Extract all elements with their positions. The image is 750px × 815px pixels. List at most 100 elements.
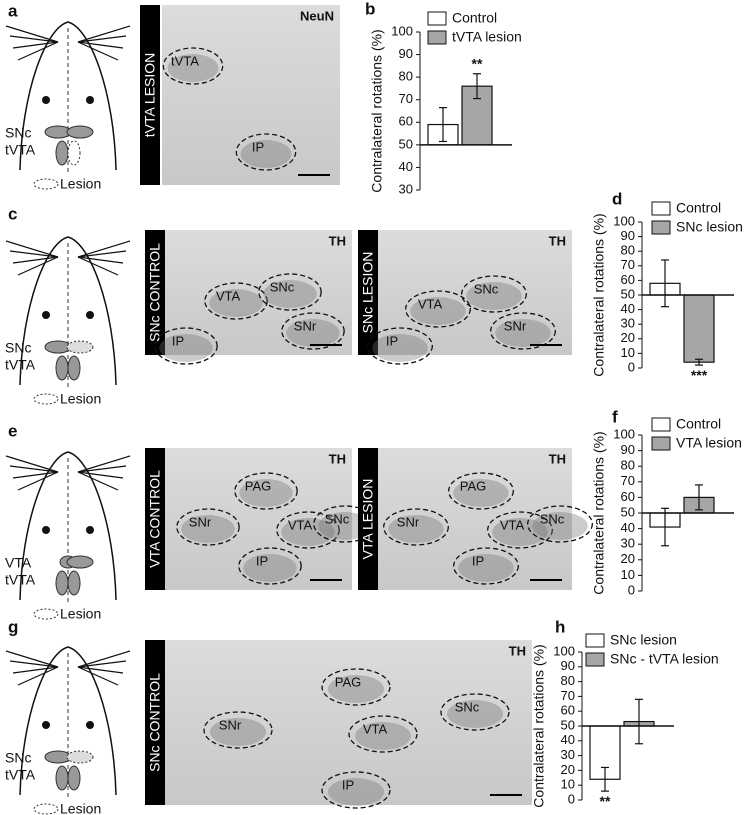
tissue-density bbox=[458, 554, 514, 582]
stain-label: NeuN bbox=[300, 8, 334, 23]
y-tick-label: 70 bbox=[561, 688, 575, 703]
y-tick-label: 90 bbox=[621, 442, 635, 457]
image-side-label: SNc CONTROL bbox=[147, 243, 163, 342]
region-label: IP bbox=[256, 553, 268, 568]
legend-swatch bbox=[651, 436, 671, 451]
region-outline bbox=[154, 327, 218, 365]
panel-letter: g bbox=[8, 617, 18, 636]
micrograph bbox=[165, 448, 352, 590]
region-outline bbox=[204, 282, 268, 320]
whisker bbox=[77, 455, 131, 473]
schematic-label: VTA bbox=[5, 555, 32, 571]
head-outline bbox=[19, 21, 117, 171]
y-tick-label: 90 bbox=[621, 228, 635, 243]
legend-swatch bbox=[427, 30, 447, 45]
region-outline bbox=[487, 511, 553, 549]
y-tick-label: 60 bbox=[621, 489, 635, 504]
schematic-label: SNc bbox=[5, 125, 31, 141]
tissue-density bbox=[532, 512, 588, 540]
region-shape bbox=[55, 355, 69, 381]
region-label: VTA bbox=[216, 288, 241, 303]
y-tick-label: 20 bbox=[561, 762, 575, 777]
region-outline bbox=[453, 547, 519, 585]
whisker bbox=[9, 660, 59, 668]
whisker bbox=[12, 666, 59, 674]
tissue-density bbox=[263, 280, 317, 308]
region-label: SNr bbox=[189, 514, 212, 529]
panel-letter: e bbox=[8, 421, 17, 440]
region-shape bbox=[55, 570, 69, 596]
region-shape bbox=[67, 355, 81, 381]
legend-label: SNc lesion bbox=[610, 632, 677, 648]
region-outline bbox=[321, 668, 391, 706]
whisker bbox=[77, 660, 127, 668]
tissue-density bbox=[453, 479, 509, 507]
schematic-label: SNc bbox=[5, 750, 31, 766]
whisker bbox=[77, 465, 127, 473]
tissue-density bbox=[167, 54, 219, 82]
y-tick-label: 100 bbox=[553, 643, 575, 658]
whisker bbox=[5, 240, 59, 258]
region-outline bbox=[234, 472, 298, 510]
y-axis-label: Contralateral rotations (%) bbox=[591, 213, 607, 376]
y-tick-label: 60 bbox=[399, 114, 413, 129]
schematic-label: tVTA bbox=[5, 142, 36, 158]
schematic-label: Lesion bbox=[60, 606, 101, 622]
tissue-density bbox=[355, 722, 411, 750]
y-tick-label: 80 bbox=[621, 458, 635, 473]
y-tick-label: 10 bbox=[621, 345, 635, 360]
tissue-density bbox=[243, 554, 297, 582]
legend-label: Control bbox=[452, 10, 497, 26]
eye bbox=[86, 311, 94, 319]
y-tick-label: 30 bbox=[621, 316, 635, 331]
whisker bbox=[77, 666, 124, 674]
image-side-label: VTA CONTROL bbox=[147, 470, 163, 568]
significance: ** bbox=[472, 55, 483, 71]
region-outline bbox=[383, 508, 449, 546]
panel-letter: c bbox=[8, 204, 17, 223]
region-outline bbox=[276, 511, 340, 549]
micrograph bbox=[378, 448, 572, 590]
tissue-density bbox=[210, 718, 266, 746]
y-tick-label: 0 bbox=[568, 791, 575, 806]
region-outline bbox=[258, 273, 322, 311]
legend-label: SNc - tVTA lesion bbox=[610, 651, 719, 667]
region-label: tVTA bbox=[171, 53, 199, 68]
eye bbox=[86, 96, 94, 104]
legend-swatch bbox=[651, 201, 671, 216]
head-outline bbox=[19, 451, 117, 601]
region-label: PAG bbox=[460, 478, 487, 493]
image-side-label: SNc CONTROL bbox=[147, 673, 163, 772]
legend-label: Control bbox=[676, 200, 721, 216]
y-tick-label: 50 bbox=[561, 717, 575, 732]
label-bar bbox=[145, 448, 165, 590]
y-axis-label: Contralateral rotations (%) bbox=[531, 644, 547, 807]
y-tick-label: 10 bbox=[621, 567, 635, 582]
whisker bbox=[77, 240, 131, 258]
whisker bbox=[9, 35, 59, 43]
schematic-label: SNc bbox=[5, 340, 31, 356]
tissue-density bbox=[209, 289, 263, 317]
tissue-density bbox=[239, 479, 293, 507]
region-label: IP bbox=[172, 333, 184, 348]
panel-letter: b bbox=[365, 0, 375, 18]
image-side-label: SNc LESION bbox=[360, 252, 376, 334]
whisker bbox=[5, 455, 59, 473]
schematic-label: Lesion bbox=[60, 801, 101, 815]
y-tick-label: 80 bbox=[621, 243, 635, 258]
region-shape bbox=[66, 750, 94, 764]
region-label: IP bbox=[252, 139, 264, 154]
y-tick-label: 0 bbox=[628, 359, 635, 374]
whisker bbox=[9, 250, 59, 258]
y-tick-label: 30 bbox=[621, 536, 635, 551]
eye bbox=[42, 311, 50, 319]
region-shape bbox=[66, 555, 94, 569]
schematic-label: Lesion bbox=[60, 391, 101, 407]
y-tick-label: 60 bbox=[561, 703, 575, 718]
region-outline bbox=[440, 693, 510, 731]
legend-label: tVTA lesion bbox=[452, 29, 522, 45]
region-label: VTA bbox=[500, 517, 525, 532]
y-tick-label: 50 bbox=[621, 286, 635, 301]
tissue-density bbox=[286, 319, 340, 347]
